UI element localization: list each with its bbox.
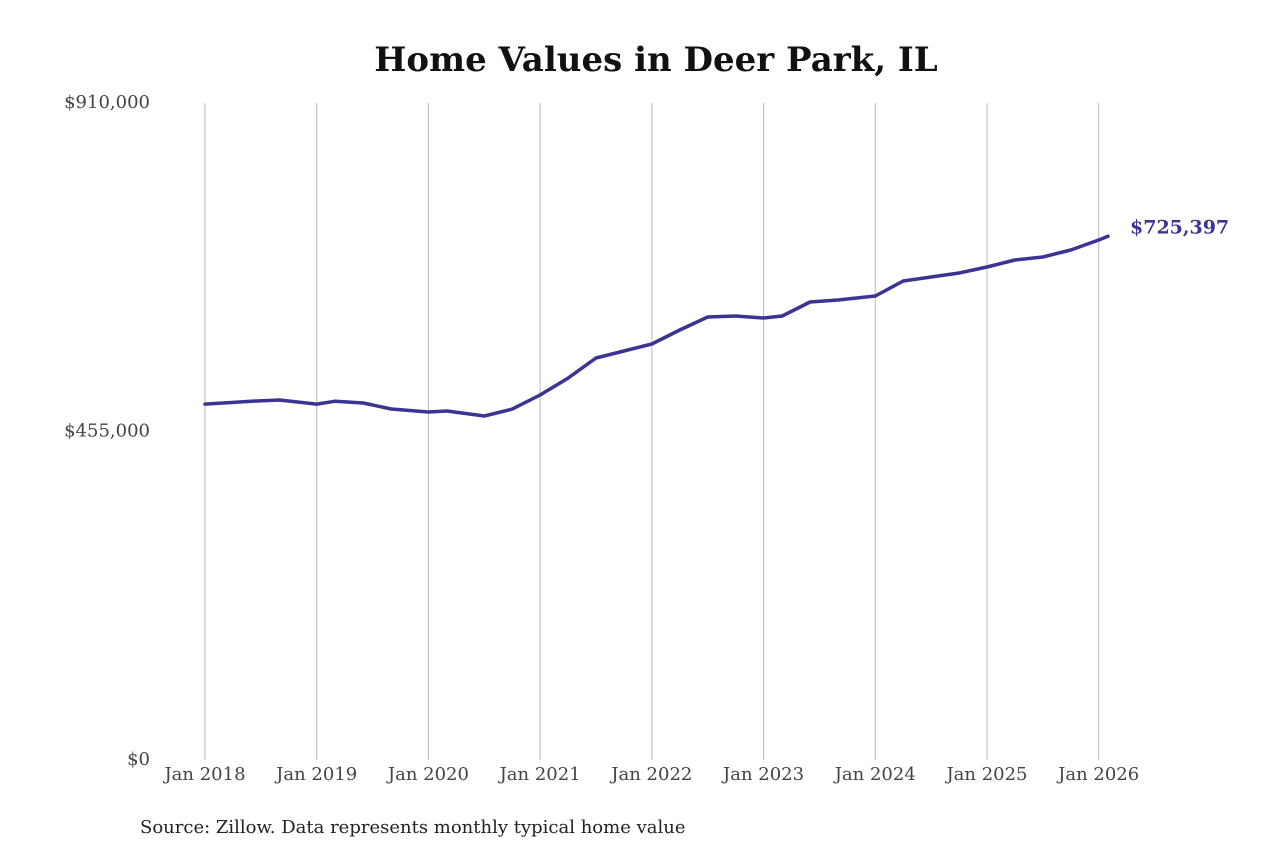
- x-tick-label: Jan 2018: [162, 764, 245, 785]
- x-tick-label: Jan 2024: [833, 764, 916, 785]
- y-tick-label: $455,000: [64, 421, 150, 442]
- source-note: Source: Zillow. Data represents monthly …: [140, 817, 686, 838]
- x-tick-label: Jan 2021: [498, 764, 581, 785]
- value-label: $725,397: [1130, 216, 1229, 238]
- y-tick-label: $0: [127, 749, 150, 770]
- x-tick-label: Jan 2023: [721, 764, 804, 785]
- x-tick-label: Jan 2022: [609, 764, 692, 785]
- x-tick-label: Jan 2019: [274, 764, 357, 785]
- chart-title: Home Values in Deer Park, IL: [374, 40, 937, 80]
- x-tick-label: Jan 2025: [944, 764, 1027, 785]
- y-tick-label: $910,000: [64, 92, 150, 113]
- data-line: [203, 234, 1110, 418]
- x-tick-label: Jan 2026: [1056, 764, 1139, 785]
- x-tick-label: Jan 2020: [386, 764, 469, 785]
